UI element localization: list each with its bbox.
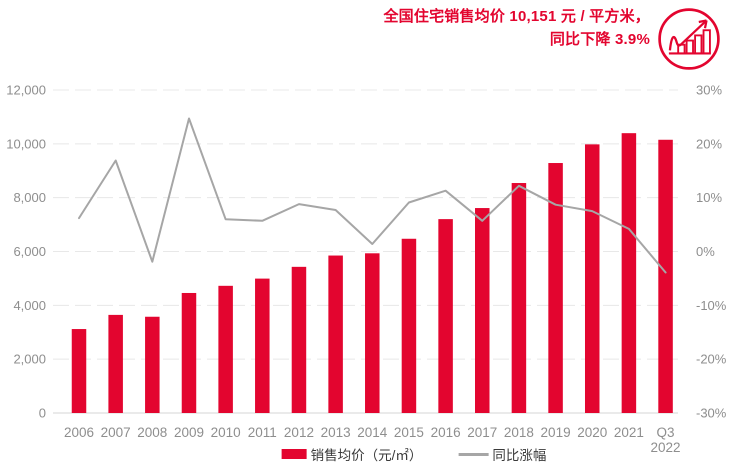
x-tick-label: 2006 <box>64 425 94 440</box>
x-tick-label: 2019 <box>541 425 571 440</box>
x-tick-label: 2010 <box>211 425 241 440</box>
x-tick-label: 2014 <box>357 425 388 440</box>
title-line-2: 同比下降 3.9% <box>549 31 650 48</box>
y-right-tick-label: 10% <box>696 190 722 205</box>
x-tick-label: 2008 <box>137 425 167 440</box>
bar-2006 <box>71 329 87 413</box>
bar-2017 <box>475 208 490 413</box>
x-tick-label: 2007 <box>101 425 131 440</box>
y-right-tick-label: 30% <box>696 83 722 98</box>
bar-2007 <box>108 314 123 413</box>
y-left-tick-label: 10,000 <box>6 136 46 151</box>
bar-2015 <box>401 238 417 413</box>
bar-2008 <box>145 316 160 413</box>
y-right-tick-label: -30% <box>696 406 727 421</box>
y-left-tick-label: 4,000 <box>13 298 46 313</box>
legend: 销售均价（元/㎡） 同比涨幅 <box>281 444 547 464</box>
chart-title: 全国住宅销售均价 10,151 元 / 平方米， 同比下降 3.9% <box>383 5 650 51</box>
y-left-tick-label: 8,000 <box>13 190 46 205</box>
x-tick-label: 2020 <box>577 425 607 440</box>
y-left-tick-label: 0 <box>39 406 46 421</box>
y-right-tick-label: 0% <box>696 244 715 259</box>
bar-2012 <box>291 266 307 413</box>
x-tick-label: 2009 <box>174 425 204 440</box>
bar-2014 <box>365 253 380 413</box>
bar-2021 <box>621 133 637 414</box>
bar-2010 <box>218 285 233 413</box>
bar-2011 <box>255 278 270 413</box>
legend-bar-swatch <box>281 449 307 459</box>
x-tick-label: 2021 <box>614 425 644 440</box>
bar-2018 <box>511 183 527 413</box>
bar-2016 <box>438 219 453 413</box>
y-left-tick-label: 2,000 <box>13 352 46 367</box>
y-right-tick-label: 20% <box>696 136 722 151</box>
x-tick-label: 2011 <box>248 425 277 440</box>
y-left-tick-label: 12,000 <box>6 83 46 98</box>
title-line-1: 全国住宅销售均价 10,151 元 / 平方米， <box>383 8 650 25</box>
y-left-tick-label: 6,000 <box>13 244 46 259</box>
x-tick-label: 2017 <box>467 425 497 440</box>
y-right-tick-label: -10% <box>696 298 727 313</box>
bar-2020 <box>584 144 600 413</box>
x-tick-label: Q3 2022 <box>651 425 681 455</box>
bar-2019 <box>548 163 563 413</box>
growth-chart-icon <box>658 8 720 70</box>
x-tick-label: 2012 <box>284 425 314 440</box>
legend-bar-label: 销售均价（元/㎡） <box>310 448 423 463</box>
x-tick-label: 2013 <box>321 425 351 440</box>
legend-line-label: 同比涨幅 <box>492 448 547 463</box>
bar-Q3-2022 <box>658 139 673 413</box>
bar-2013 <box>328 255 343 413</box>
legend-line-swatch <box>458 452 489 456</box>
y-right-tick-label: -20% <box>696 352 727 367</box>
x-tick-label: 2015 <box>394 425 424 440</box>
trend-line <box>78 117 667 274</box>
bar-2009 <box>181 292 197 413</box>
x-tick-label: 2016 <box>431 425 461 440</box>
x-tick-label: 2018 <box>504 425 534 440</box>
